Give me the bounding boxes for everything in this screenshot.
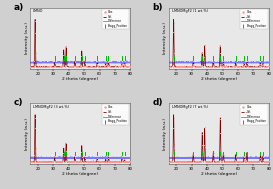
- X-axis label: 2 theta (degree): 2 theta (degree): [62, 172, 98, 176]
- Text: LMNOMgF2 (1 wt.%): LMNOMgF2 (1 wt.%): [171, 9, 207, 13]
- Y-axis label: Intensity (a.u.): Intensity (a.u.): [25, 118, 29, 150]
- Legend: Obs., Cal., Difference, Bragg_Position: Obs., Cal., Difference, Bragg_Position: [240, 9, 268, 29]
- Legend: Obs., Cal., Difference, Bragg_Position: Obs., Cal., Difference, Bragg_Position: [240, 104, 268, 125]
- Y-axis label: Intensity (a.u.): Intensity (a.u.): [164, 22, 167, 54]
- Y-axis label: Intensity (a.u.): Intensity (a.u.): [25, 22, 29, 54]
- Y-axis label: Intensity (a.u.): Intensity (a.u.): [164, 118, 167, 150]
- X-axis label: 2 theta (degree): 2 theta (degree): [62, 77, 98, 81]
- Text: LMNO: LMNO: [33, 9, 43, 13]
- Text: a): a): [14, 3, 24, 12]
- X-axis label: 2 theta (degree): 2 theta (degree): [201, 77, 237, 81]
- Text: LMNOMgF2 (7 wt.%): LMNOMgF2 (7 wt.%): [171, 105, 207, 109]
- Text: b): b): [153, 3, 163, 12]
- Text: d): d): [153, 98, 163, 107]
- X-axis label: 2 theta (degree): 2 theta (degree): [201, 172, 237, 176]
- Text: c): c): [14, 98, 23, 107]
- Text: LMNOMgF2 (3 wt.%): LMNOMgF2 (3 wt.%): [33, 105, 69, 109]
- Legend: Obs., Cal., Difference, Bragg_Position: Obs., Cal., Difference, Bragg_Position: [102, 9, 129, 29]
- Legend: Obs., Cal., Difference, Bragg_Position: Obs., Cal., Difference, Bragg_Position: [102, 104, 129, 125]
